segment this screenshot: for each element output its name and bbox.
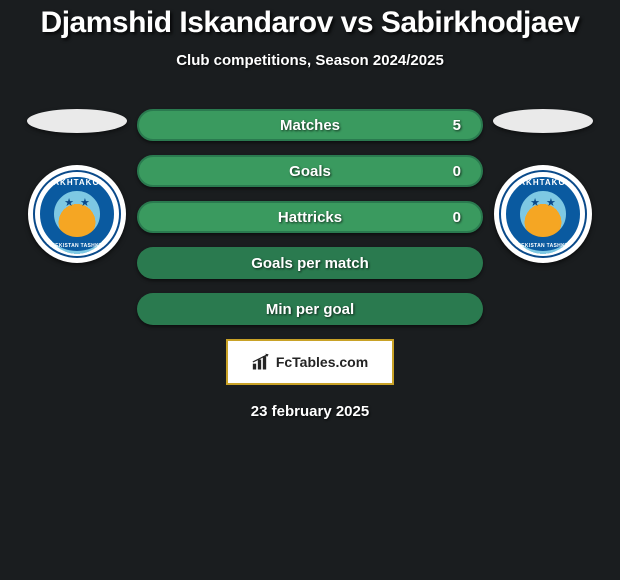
badge-bottom-text: UZBEKISTAN TASHKENT xyxy=(501,243,585,249)
footer-date: 23 february 2025 xyxy=(251,403,369,420)
player-left-column: PAKHTAKOR ★★ UZBEKISTAN TASHKENT xyxy=(27,109,127,263)
player-right-column: PAKHTAKOR ★★ UZBEKISTAN TASHKENT xyxy=(493,109,593,263)
watermark-box[interactable]: FcTables.com xyxy=(226,339,394,385)
stat-pill-matches: Matches 5 xyxy=(137,109,483,141)
player-left-avatar xyxy=(27,109,127,133)
player-left-club-badge: PAKHTAKOR ★★ UZBEKISTAN TASHKENT xyxy=(28,165,126,263)
stat-label: Goals xyxy=(289,163,331,180)
badge-top-text: PAKHTAKOR xyxy=(501,178,585,187)
page-title: Djamshid Iskandarov vs Sabirkhodjaev xyxy=(41,6,580,40)
stat-pill-min-per-goal: Min per goal xyxy=(137,293,483,325)
stat-value-right: 5 xyxy=(453,117,461,134)
stat-pill-hattricks: Hattricks 0 xyxy=(137,201,483,233)
stat-value-right: 0 xyxy=(453,163,461,180)
player-right-club-badge: PAKHTAKOR ★★ UZBEKISTAN TASHKENT xyxy=(494,165,592,263)
stat-value-right: 0 xyxy=(453,209,461,226)
comparison-row: PAKHTAKOR ★★ UZBEKISTAN TASHKENT Matches… xyxy=(0,109,620,325)
badge-bottom-text: UZBEKISTAN TASHKENT xyxy=(35,243,119,249)
bars-icon xyxy=(252,353,272,371)
page-subtitle: Club competitions, Season 2024/2025 xyxy=(176,52,444,69)
stat-label: Hattricks xyxy=(278,209,342,226)
stat-label: Goals per match xyxy=(251,255,369,272)
stat-label: Min per goal xyxy=(266,301,354,318)
stats-column: Matches 5 Goals 0 Hattricks 0 Goals per match M… xyxy=(137,109,483,325)
badge-top-text: PAKHTAKOR xyxy=(35,178,119,187)
stat-label: Matches xyxy=(280,117,340,134)
badge-stars: ★★ xyxy=(501,196,585,209)
badge-ring xyxy=(506,177,580,251)
badge-inner: PAKHTAKOR ★★ UZBEKISTAN TASHKENT xyxy=(499,170,587,258)
stat-pill-goals-per-match: Goals per match xyxy=(137,247,483,279)
watermark-text: FcTables.com xyxy=(276,354,368,370)
player-right-avatar xyxy=(493,109,593,133)
root: Djamshid Iskandarov vs Sabirkhodjaev Clu… xyxy=(0,0,620,420)
stat-pill-goals: Goals 0 xyxy=(137,155,483,187)
badge-inner: PAKHTAKOR ★★ UZBEKISTAN TASHKENT xyxy=(33,170,121,258)
badge-stars: ★★ xyxy=(35,196,119,209)
badge-ring xyxy=(40,177,114,251)
